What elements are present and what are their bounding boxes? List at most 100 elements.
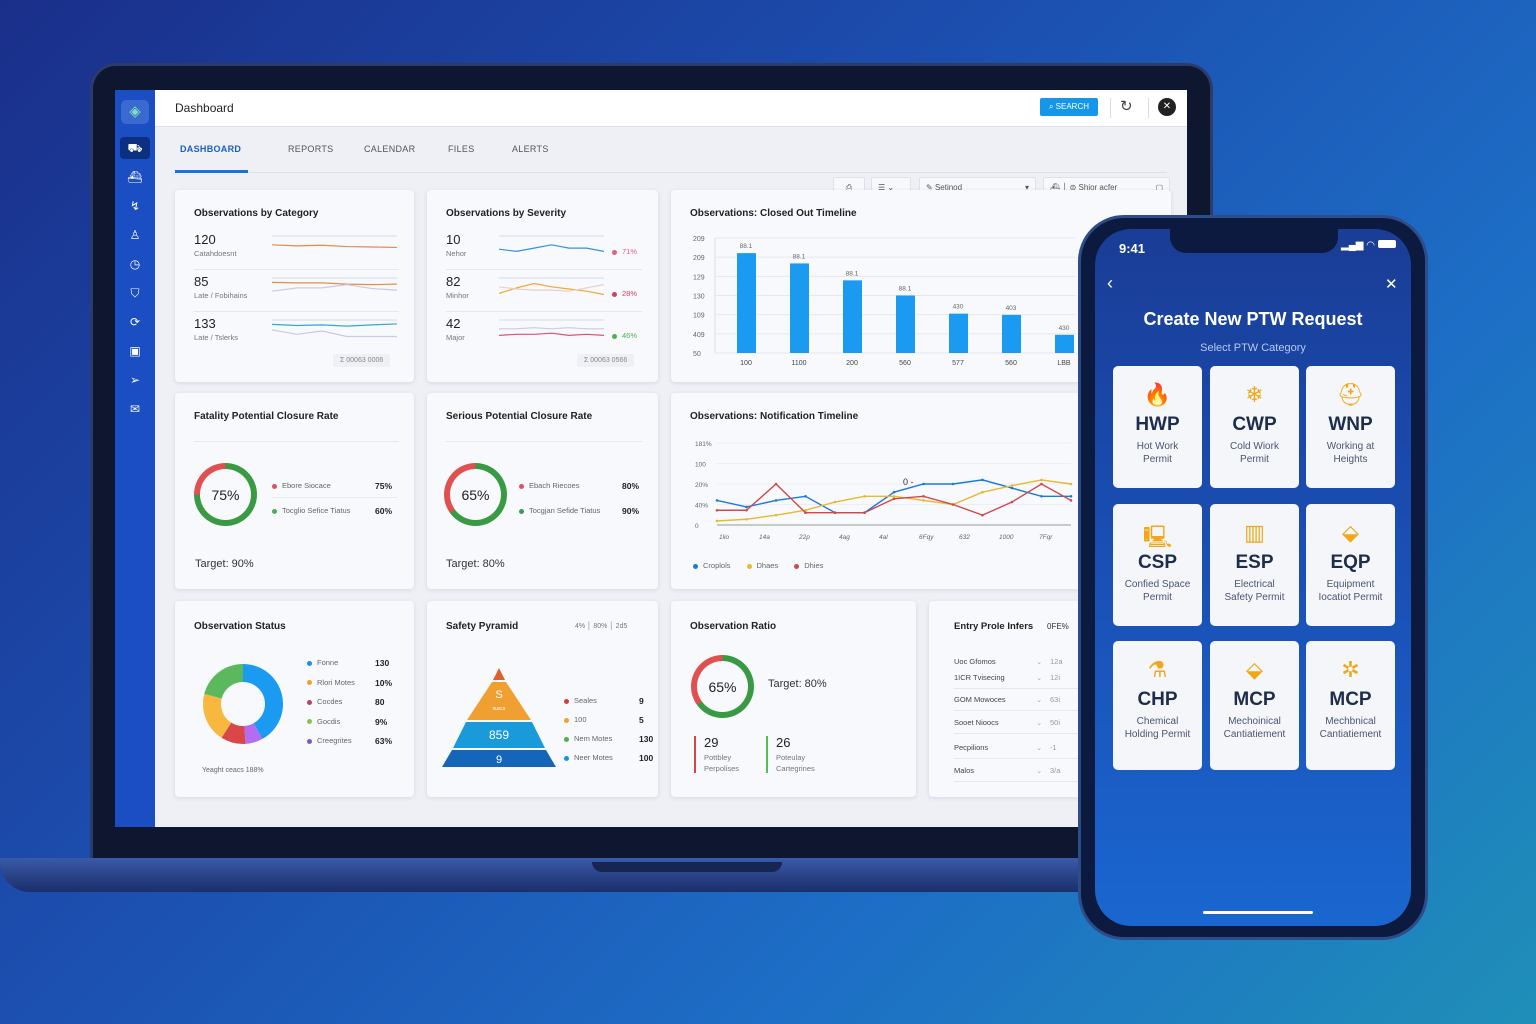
sidebar-item-activity[interactable]: ↯ bbox=[120, 195, 150, 217]
legend-label: Dhaes bbox=[756, 561, 779, 570]
legend-dot bbox=[272, 508, 277, 514]
filter-select-value: Setinod bbox=[934, 183, 963, 192]
entry-label: Sooet Nioocs bbox=[954, 718, 999, 727]
header-value: 80% bbox=[593, 623, 608, 630]
line-point bbox=[951, 503, 955, 506]
phone-frame: 9:41 ▂▄▆ ◠ ‹ ✕ Create New PTW Request Se… bbox=[1078, 215, 1428, 940]
vehicle-icon: ⛴ bbox=[127, 170, 143, 184]
share-label: Shior acfer bbox=[1078, 183, 1118, 192]
tab-dashboard[interactable]: DASHBOARD bbox=[180, 144, 242, 154]
x-tick-label: 200 bbox=[846, 360, 858, 367]
sparkline bbox=[499, 235, 604, 253]
entry-row[interactable]: Malos ⌄ 3/a bbox=[954, 766, 1074, 776]
close-icon[interactable]: ✕ bbox=[1385, 276, 1398, 293]
entry-row[interactable]: Uoc Gfomos ⌄ 12a bbox=[954, 657, 1074, 667]
tile-name: Electrical bbox=[1234, 579, 1275, 590]
legend-item: Creegrites bbox=[307, 736, 352, 745]
donut-value: 75% bbox=[200, 469, 251, 520]
legend-label: Rlori Motes bbox=[317, 677, 355, 687]
line-point bbox=[745, 517, 748, 521]
sparkline-series bbox=[272, 329, 397, 338]
tile-esp[interactable]: ▥ ESP Electrical Safety Permit bbox=[1210, 504, 1299, 626]
bar bbox=[949, 313, 968, 353]
sparkline-series bbox=[272, 244, 397, 249]
support-icon: ⟳ bbox=[129, 315, 141, 329]
sidebar-item-user[interactable]: ♙ bbox=[120, 224, 150, 246]
pyramid-label: 9 bbox=[496, 754, 502, 766]
sparkline-series bbox=[272, 323, 397, 327]
status-time: 9:41 bbox=[1119, 241, 1146, 256]
sidebar-item-send[interactable]: ➢ bbox=[120, 369, 150, 391]
legend-item[interactable]: Croplols bbox=[693, 561, 731, 570]
line-point bbox=[745, 505, 748, 509]
x-tick-label: 100 bbox=[740, 360, 752, 367]
sidebar-item-support[interactable]: ⟳ bbox=[120, 311, 150, 333]
legend-item[interactable]: Dhies bbox=[794, 561, 823, 570]
legend-item: Tocglio Sefice Tiatus bbox=[272, 506, 350, 515]
card-title: Observations by Category bbox=[194, 208, 319, 219]
sidebar-item-vehicle[interactable]: ⛴ bbox=[120, 166, 150, 188]
entry-value: 12a bbox=[1050, 657, 1063, 666]
bar bbox=[790, 263, 809, 353]
legend-item: Cocdes bbox=[307, 697, 342, 706]
tile-csp[interactable]: 🖳 CSP Confied Space Permit bbox=[1113, 504, 1202, 626]
legend-item: Neer Motes bbox=[564, 753, 613, 762]
legend-item: Nem Motes bbox=[564, 734, 612, 743]
phone-screen: 9:41 ▂▄▆ ◠ ‹ ✕ Create New PTW Request Se… bbox=[1095, 229, 1411, 926]
ratio-card: Observation Ratio 65% Target: 80% 29 Pot… bbox=[671, 601, 916, 797]
close-icon[interactable]: ✕ bbox=[1158, 98, 1176, 116]
x-tick-label: LBB bbox=[1057, 360, 1071, 367]
legend-value: 63% bbox=[375, 736, 393, 747]
legend-item[interactable]: Dhaes bbox=[746, 561, 779, 570]
card-title: Observation Status bbox=[194, 621, 286, 632]
sidebar-item-inbox[interactable]: ✉ bbox=[120, 398, 150, 420]
y-tick-label: 209 bbox=[693, 255, 705, 262]
bar bbox=[1055, 334, 1074, 353]
header-value: 4% bbox=[575, 623, 586, 630]
tile-mcp[interactable]: ⬙ MCP Mechoinical Cantiatiement bbox=[1210, 641, 1299, 770]
legend-value: 9% bbox=[375, 716, 388, 727]
sidebar-item-clock[interactable]: ◷ bbox=[120, 253, 150, 275]
line-point bbox=[833, 500, 837, 504]
app-logo[interactable]: ◈ bbox=[121, 100, 149, 124]
tile-chp[interactable]: ⚗ CHP Chemical Holding Permit bbox=[1113, 641, 1202, 770]
refresh-icon[interactable]: ↻ bbox=[1120, 98, 1133, 115]
tab-reports[interactable]: REPORTS bbox=[288, 144, 334, 154]
sidebar-item-shield[interactable]: ⛉ bbox=[120, 282, 150, 304]
entry-value: 50i bbox=[1050, 718, 1061, 727]
phone-title: Create New PTW Request bbox=[1143, 309, 1363, 329]
entry-row[interactable]: 1ICR Tvisecing ⌄ 12i bbox=[954, 673, 1074, 683]
entry-row[interactable]: GOM Mowoces ⌄ 63i bbox=[954, 695, 1074, 705]
sidebar-item-building[interactable]: ▣ bbox=[120, 340, 150, 362]
entry-row[interactable]: Pecpilions ⌄ -1 bbox=[954, 743, 1074, 753]
search-button[interactable]: ⌕ SEARCH bbox=[1040, 98, 1098, 116]
bar bbox=[1002, 314, 1021, 353]
header: Dashboard ⌕ SEARCH ↻ ✕ bbox=[155, 90, 1187, 127]
legend-label: Ebore Siocace bbox=[282, 481, 331, 490]
home-indicator[interactable] bbox=[1203, 911, 1313, 914]
entry-label: Uoc Gfomos bbox=[954, 657, 996, 666]
tile-eqp[interactable]: ⬙ EQP Equipment Iocatiot Permit bbox=[1306, 504, 1395, 626]
donut-value: 65% bbox=[697, 661, 748, 712]
donut-segment bbox=[203, 694, 232, 738]
tile-hwp[interactable]: 🔥 HWP Hot Work Permit bbox=[1113, 366, 1202, 488]
closed-timeline-bar-chart: 209 209 129 130 109 409 50 88.1 100 88.1 1100 88.1 2… bbox=[693, 236, 1076, 367]
back-icon[interactable]: ‹ bbox=[1107, 273, 1113, 293]
sidebar-item-dashboard[interactable]: ⛟ bbox=[120, 137, 150, 159]
x-tick-label: 4ag bbox=[839, 534, 850, 541]
line-point bbox=[892, 490, 896, 494]
tab-files[interactable]: FILES bbox=[448, 144, 475, 154]
tile-wnp[interactable]: ⛑ WNP Working at Heights bbox=[1306, 366, 1395, 488]
tile-cwp[interactable]: ❄ CWP Cold Wiork Permit bbox=[1210, 366, 1299, 488]
row-percent: 28% bbox=[612, 289, 637, 298]
tile-mcp[interactable]: ✲ MCP Mechbnical Cantiatiement bbox=[1306, 641, 1395, 770]
entry-label: Pecpilions bbox=[954, 743, 989, 752]
tab-calendar[interactable]: CALENDAR bbox=[364, 144, 416, 154]
tile-code: CSP bbox=[1137, 552, 1178, 573]
tab-alerts[interactable]: ALERTS bbox=[512, 144, 549, 154]
x-tick-label: 1000 bbox=[999, 534, 1014, 541]
legend-value: 80 bbox=[375, 697, 385, 708]
legend-value: 80% bbox=[622, 481, 640, 491]
entry-row[interactable]: Sooet Nioocs ⌄ 50i bbox=[954, 718, 1074, 728]
ratio-donut: 65% bbox=[691, 655, 754, 718]
